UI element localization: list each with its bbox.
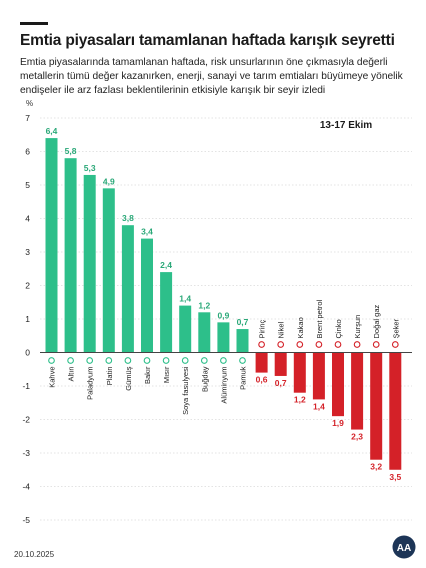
aa-logo: AA (392, 535, 416, 564)
bar-7 (160, 272, 173, 353)
category-label: Brent petrol (315, 299, 324, 338)
category-label: Platin (105, 367, 114, 386)
data-label: 5,8 (65, 146, 77, 156)
category-label: Bakır (143, 366, 152, 384)
data-label: 6,4 (46, 126, 58, 136)
zinc-icon (334, 341, 342, 348)
category-label: Alüminyum (219, 367, 228, 404)
data-label: 1,9 (332, 418, 344, 428)
data-label: 0,6 (256, 375, 268, 385)
category-label: Çinko (334, 319, 343, 338)
gas-flame-icon (372, 341, 380, 348)
copper-icon (143, 357, 151, 364)
palladium-icon (86, 357, 94, 364)
data-label: 0,7 (275, 378, 287, 388)
bar-1 (45, 138, 58, 353)
nickel-icon (277, 341, 285, 348)
oil-barrel-icon (315, 341, 323, 348)
platinum-icon (105, 357, 113, 364)
bar-6 (141, 238, 153, 353)
category-label: Kurşun (353, 315, 362, 339)
bar-19 (389, 352, 402, 470)
aluminum-icon (220, 357, 227, 364)
bar-10 (217, 322, 230, 353)
data-label: 4,9 (103, 176, 115, 186)
data-label: 3,4 (141, 227, 153, 237)
category-label: Doğal gaz (372, 304, 381, 338)
y-tick-label: -5 (22, 515, 30, 525)
category-label: Soya fasulyesi (181, 366, 190, 415)
y-tick-label: 6 (25, 147, 30, 157)
y-tick-label: -2 (22, 415, 30, 425)
coffee-icon (48, 357, 55, 364)
bar-4 (102, 188, 115, 353)
page-subtitle: Emtia piyasalarında tamamlanan haftada, … (20, 57, 403, 96)
bar-13 (274, 352, 287, 376)
chart-annotation: 13-17 Ekim (320, 120, 372, 131)
corn-icon (162, 357, 170, 364)
data-label: 1,4 (179, 294, 191, 304)
bar-8 (179, 305, 192, 353)
category-label: Kakao (296, 317, 305, 338)
soybean-icon (181, 357, 189, 364)
data-label: 2,4 (160, 260, 172, 270)
data-label: 1,4 (313, 401, 325, 411)
cotton-icon (239, 357, 246, 364)
data-label: 3,8 (122, 213, 134, 223)
bar-5 (121, 225, 134, 353)
data-label: 0,7 (237, 317, 249, 327)
data-label: 1,2 (294, 395, 306, 405)
rice-icon (258, 341, 265, 348)
data-label: 0,9 (217, 310, 229, 320)
data-label: 1,2 (198, 300, 210, 310)
category-label: Paladyum (86, 367, 95, 400)
lead-icon (353, 341, 361, 348)
category-label: Pirinç (258, 319, 267, 338)
category-label: Altın (67, 367, 76, 382)
y-tick-label: 2 (25, 281, 30, 291)
y-tick-label: 4 (25, 214, 30, 224)
bar-12 (255, 352, 268, 373)
category-label: Kahve (48, 367, 57, 388)
bar-2 (64, 158, 77, 353)
y-tick-label: 7 (25, 113, 30, 123)
y-tick-label: 3 (25, 247, 30, 257)
bar-17 (351, 352, 364, 430)
y-tick-label: 1 (25, 314, 30, 324)
category-label: Nikel (277, 321, 286, 338)
category-label: Pamuk (239, 366, 248, 390)
data-label: 5,3 (84, 163, 96, 173)
bar-18 (370, 352, 383, 460)
aa-logo-text: AA (397, 543, 411, 554)
y-axis-unit-label: % (26, 99, 33, 108)
data-label: 2,3 (351, 432, 363, 442)
publish-date: 20.10.2025 (14, 550, 55, 559)
page-title: Emtia piyasaları tamamlanan haftada karı… (20, 32, 395, 49)
y-tick-label: 0 (25, 348, 30, 358)
y-tick-label: -4 (22, 482, 30, 492)
header-rule (20, 22, 48, 25)
bar-14 (293, 352, 306, 393)
category-label: Mısır (162, 366, 171, 383)
category-label: Gümüş (124, 366, 133, 390)
sugar-icon (391, 341, 399, 348)
data-label: 3,2 (370, 462, 382, 472)
y-tick-label: 5 (25, 180, 30, 190)
bar-11 (236, 329, 249, 353)
data-label: 3,5 (389, 472, 401, 482)
bar-9 (198, 312, 211, 353)
category-label: Buğday (200, 366, 209, 392)
cocoa-icon (296, 341, 304, 348)
bar-15 (312, 352, 325, 400)
y-tick-label: -1 (22, 381, 30, 391)
wheat-icon (200, 357, 208, 364)
silver-icon (124, 357, 132, 364)
category-label: Şeker (391, 318, 400, 338)
bar-3 (83, 174, 96, 353)
y-tick-label: -3 (22, 448, 30, 458)
gold-icon (67, 357, 74, 364)
bar-16 (332, 352, 344, 417)
